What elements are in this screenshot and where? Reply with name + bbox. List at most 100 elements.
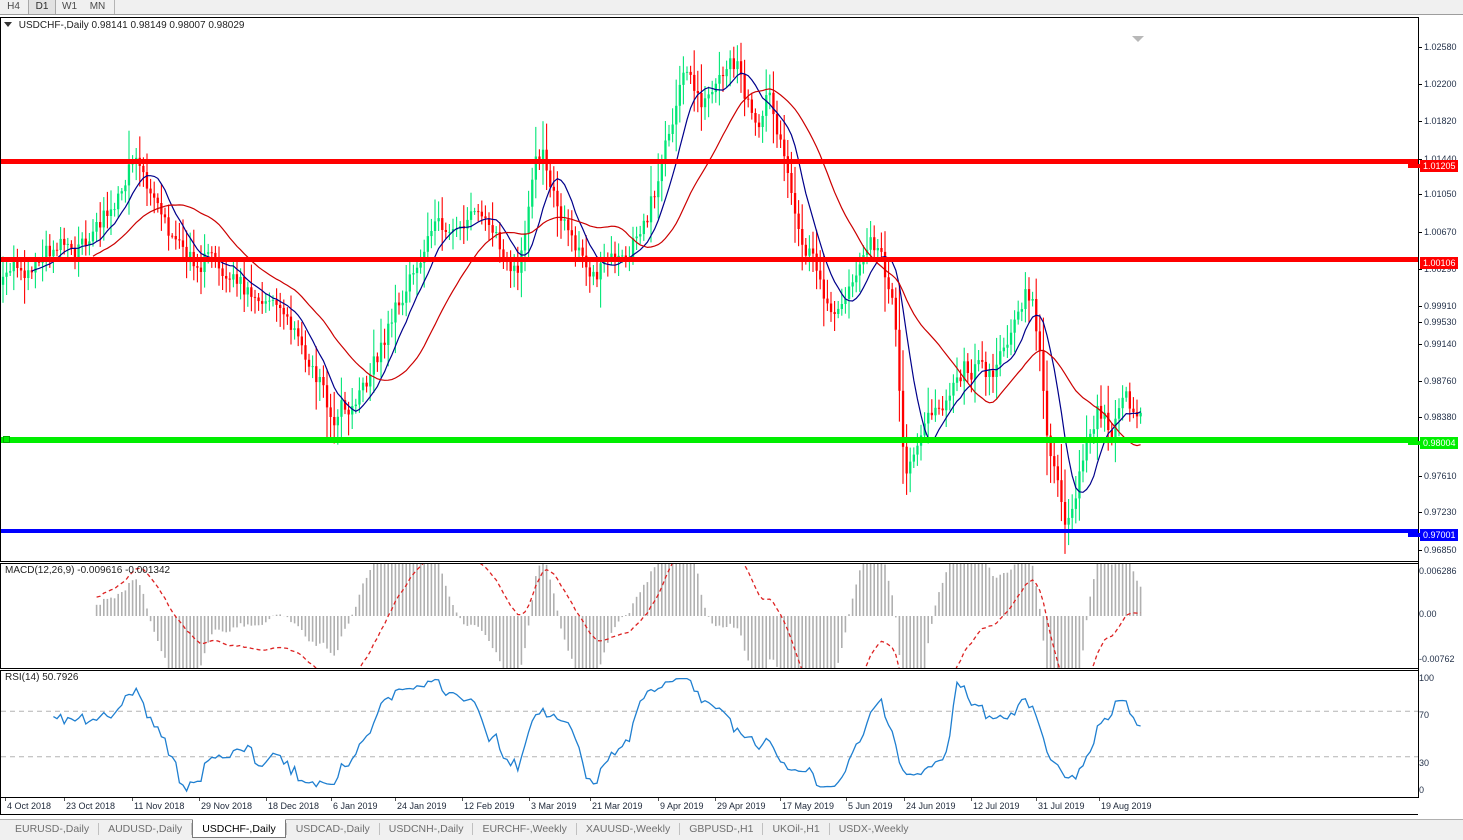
time-tick xyxy=(590,798,591,801)
chart-tab-usdcad-daily[interactable]: USDCAD-,Daily xyxy=(295,823,370,835)
level-line-resistance-lower[interactable] xyxy=(1,257,1418,262)
price-tick-label: 0.96850 xyxy=(1424,545,1457,555)
tab-divider xyxy=(191,823,193,835)
price-tick-label: 1.00670 xyxy=(1424,227,1457,237)
price-tick: 1.00670 xyxy=(1419,227,1463,238)
price-tick-label: 0.97610 xyxy=(1424,471,1457,481)
timeframe-tab-w1[interactable]: W1 xyxy=(62,1,77,12)
time-axis-label: 23 Oct 2018 xyxy=(66,801,116,811)
toolbar-separator xyxy=(114,0,115,14)
price-tick-label: 1.01050 xyxy=(1424,189,1457,199)
price-badge-green[interactable]: 0.98004 xyxy=(1408,437,1458,449)
price-pane[interactable]: USDCHF-,Daily 0.98141 0.98149 0.98007 0.… xyxy=(0,17,1418,562)
price-tick: 1.02580 xyxy=(1419,42,1463,53)
time-axis-label: 9 Apr 2019 xyxy=(660,801,704,811)
time-tick xyxy=(904,798,905,801)
time-axis-label: 6 Jan 2019 xyxy=(333,801,378,811)
macd-scale-axis: 0.006286 0.00 -0.00762 xyxy=(1418,563,1463,669)
macd-tick-label: -0.00762 xyxy=(1419,654,1455,664)
time-axis-label: 4 Oct 2018 xyxy=(7,801,52,811)
price-badge-red[interactable]: 1.00106 xyxy=(1420,257,1458,269)
price-scale-axis[interactable]: 1.02580 1.02200 1.01820 1.01440 1.01050 1.006… xyxy=(1408,17,1463,798)
tick-dash xyxy=(1419,231,1422,233)
price-tick: 1.00290 xyxy=(1419,264,1463,275)
macd-pane[interactable]: MACD(12,26,9) -0.009616 -0.001342 xyxy=(0,563,1418,669)
chart-symbol-header: USDCHF-,Daily 0.98141 0.98149 0.98007 0.… xyxy=(4,20,244,31)
tick-dash xyxy=(1419,120,1422,122)
time-axis[interactable]: 4 Oct 2018 23 Oct 2018 11 Nov 2018 29 Nov 2… xyxy=(0,798,1418,815)
time-tick xyxy=(846,798,847,801)
chart-tab-eurchf-weekly[interactable]: EURCHF-,Weekly xyxy=(482,823,567,835)
rsi-pane[interactable]: RSI(14) 50.7926 xyxy=(0,670,1418,798)
price-tick: 0.96850 xyxy=(1419,545,1463,556)
tick-dash xyxy=(1419,549,1422,551)
level-line-support-green[interactable] xyxy=(1,437,1418,443)
time-axis-label: 18 Dec 2018 xyxy=(268,801,320,811)
candlestick-series xyxy=(1,42,1142,554)
price-tick-label: 1.01820 xyxy=(1424,116,1457,126)
tab-divider xyxy=(575,823,577,835)
rsi-label: RSI(14) 50.7926 xyxy=(5,672,79,683)
time-tick xyxy=(658,798,659,801)
price-tick-label: 1.00290 xyxy=(1424,264,1457,274)
time-tick xyxy=(715,798,716,801)
tab-divider xyxy=(285,823,287,835)
time-tick xyxy=(5,798,6,801)
level-line-handle[interactable] xyxy=(3,436,10,443)
time-axis-label: 29 Nov 2018 xyxy=(201,801,253,811)
tab-divider xyxy=(762,823,764,835)
chart-tab-bar: EURUSD-,Daily AUDUSD-,Daily USDCHF-,Daily U… xyxy=(0,819,1463,840)
chart-tab-usdcnh-daily[interactable]: USDCNH-,Daily xyxy=(388,823,464,835)
tick-dash xyxy=(1419,511,1422,513)
chart-tab-eurusd-daily[interactable]: EURUSD-,Daily xyxy=(15,823,90,835)
time-axis-label: 11 Nov 2018 xyxy=(134,801,185,811)
time-tick xyxy=(132,798,133,801)
tab-divider xyxy=(472,823,474,835)
time-tick xyxy=(395,798,396,801)
macd-tick-label: 0.00 xyxy=(1419,609,1437,619)
price-tick-label: 1.01440 xyxy=(1424,154,1457,164)
time-axis-label: 24 Jun 2019 xyxy=(906,801,956,811)
level-line-support-blue[interactable] xyxy=(1,529,1418,533)
timeframe-tab-mn[interactable]: MN xyxy=(89,1,106,12)
price-badge-blue[interactable]: 0.97001 xyxy=(1408,529,1458,541)
level-line-resistance-upper[interactable] xyxy=(1,159,1418,164)
chart-tab-audusd-daily[interactable]: AUDUSD-,Daily xyxy=(108,823,183,835)
time-tick xyxy=(64,798,65,801)
macd-tick: -0.00762 xyxy=(1419,654,1463,665)
time-tick xyxy=(266,798,267,801)
badge-pointer xyxy=(1408,441,1420,445)
price-badge-red[interactable]: 1.01205 xyxy=(1408,160,1458,172)
time-axis-label: 3 Mar 2019 xyxy=(531,801,577,811)
tick-dash xyxy=(1419,46,1422,48)
time-tick xyxy=(199,798,200,801)
time-axis-label: 31 Jul 2019 xyxy=(1038,801,1085,811)
chevron-down-icon[interactable] xyxy=(4,21,12,27)
time-axis-label: 12 Jul 2019 xyxy=(973,801,1020,811)
chart-tab-usdchf-daily[interactable]: USDCHF-,Daily xyxy=(192,819,286,838)
rsi-scale-axis: 100 70 30 0 xyxy=(1418,670,1463,798)
macd-tick: 0.00 xyxy=(1419,609,1463,620)
price-tick: 0.98760 xyxy=(1419,376,1463,387)
chart-tab-ukoil-h1[interactable]: UKOil-,H1 xyxy=(772,823,820,835)
chart-tab-gbpusd-h1[interactable]: GBPUSD-,H1 xyxy=(689,823,754,835)
chart-tab-xauusd-weekly[interactable]: XAUUSD-,Weekly xyxy=(585,823,671,835)
tab-divider xyxy=(378,823,380,835)
rsi-tick: 0 xyxy=(1419,785,1463,796)
macd-tick: 0.006286 xyxy=(1419,566,1463,577)
chart-area: USDCHF-,Daily 0.98141 0.98149 0.98007 0.… xyxy=(0,17,1463,815)
rsi-tick: 70 xyxy=(1419,710,1463,721)
timeframe-tab-d1[interactable]: D1 xyxy=(28,0,56,14)
timeframe-tab-h4[interactable]: H4 xyxy=(7,1,20,12)
rsi-series xyxy=(1,677,1418,793)
price-tick: 1.01050 xyxy=(1419,189,1463,200)
tick-dash xyxy=(1419,343,1422,345)
chart-tab-usdx-weekly[interactable]: USDX-,Weekly xyxy=(838,823,909,835)
collapse-marker-icon[interactable] xyxy=(1132,36,1144,42)
time-tick xyxy=(971,798,972,801)
time-axis-label: 24 Jan 2019 xyxy=(397,801,447,811)
price-tick-label: 0.99530 xyxy=(1424,317,1457,327)
price-tick: 0.99530 xyxy=(1419,317,1463,328)
price-tick: 0.98380 xyxy=(1419,412,1463,423)
badge-pointer xyxy=(1408,533,1420,537)
